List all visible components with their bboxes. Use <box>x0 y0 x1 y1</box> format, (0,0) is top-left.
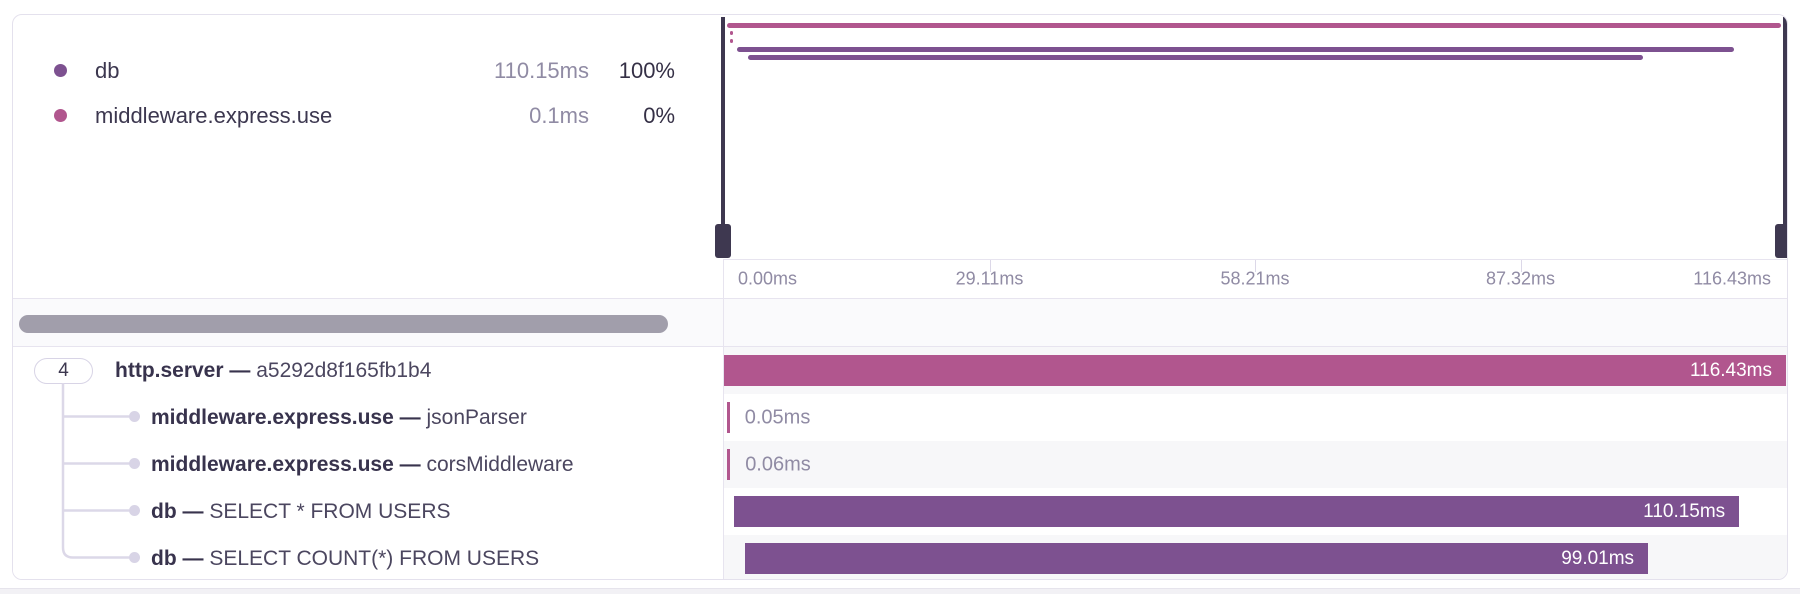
span-detail: a5292d8f165fb1b4 <box>256 358 432 382</box>
span-timeline-cell: 110.15ms <box>723 488 1787 535</box>
next-card-edge <box>0 588 1800 594</box>
axis-tick-label: 0.00ms <box>738 268 798 289</box>
span-row-2[interactable]: middleware.express.use — corsMiddleware 0… <box>13 441 1787 488</box>
column-divider <box>723 299 724 346</box>
span-tree-cell: db — SELECT * FROM USERS <box>13 488 723 535</box>
legend-span-duration: 110.15ms <box>494 57 589 83</box>
span-duration-tick <box>726 402 730 433</box>
brush-left-handle[interactable] <box>715 224 731 258</box>
span-timeline-cell: 99.01ms <box>723 535 1787 579</box>
span-duration-label: 0.05ms <box>744 406 811 428</box>
minimap-span-bar <box>729 31 733 35</box>
span-title: middleware.express.use — jsonParser <box>151 406 527 430</box>
span-row-0[interactable]: 4 http.server — a5292d8f165fb1b4 116.43ms <box>13 347 1787 394</box>
span-row-1[interactable]: middleware.express.use — jsonParser 0.05m… <box>13 394 1787 441</box>
span-detail: jsonParser <box>426 405 527 429</box>
span-duration-label: 0.06ms <box>745 453 811 475</box>
span-timeline-cell: 0.05ms <box>723 394 1787 441</box>
span-duration-label: 99.01ms <box>1561 547 1635 569</box>
axis-tick-label: 29.11ms <box>955 268 1024 289</box>
axis-tick-mark <box>1520 260 1522 272</box>
span-detail: corsMiddleware <box>426 452 574 476</box>
span-title: db — SELECT * FROM USERS <box>151 500 451 524</box>
timeline-minimap[interactable] <box>715 15 1787 259</box>
span-name: db — <box>151 546 210 570</box>
child-count-badge[interactable]: 4 <box>34 357 93 384</box>
span-tree-cell: middleware.express.use — jsonParser <box>13 394 723 441</box>
span-timeline-cell: 0.06ms <box>723 441 1787 488</box>
minimap-span-bar <box>730 39 734 43</box>
brush-left-line[interactable] <box>721 17 725 258</box>
legend-span-percent: 100% <box>618 57 675 83</box>
span-title: http.server — a5292d8f165fb1b4 <box>115 359 431 383</box>
axis-tick-label: 87.32ms <box>1485 268 1556 289</box>
legend-item-db[interactable]: db 110.15ms 100% <box>13 48 723 93</box>
time-axis: 0.00ms 29.11ms 58.21ms 87.32ms 116.43ms <box>723 259 1787 298</box>
axis-tick-label: 58.21ms <box>1220 268 1290 289</box>
axis-tick-mark <box>1255 260 1256 272</box>
span-detail: SELECT * FROM USERS <box>209 499 451 523</box>
span-name: middleware.express.use — <box>151 452 427 476</box>
span-rows: 4 http.server — a5292d8f165fb1b4 116.43ms m… <box>13 346 1787 579</box>
axis-tick-label: 116.43ms <box>1693 268 1771 289</box>
span-duration-label: 116.43ms <box>1689 359 1772 381</box>
legend-color-dot-icon <box>54 109 67 122</box>
span-title: db — SELECT COUNT(*) FROM USERS <box>151 547 539 571</box>
span-tree-cell: 4 http.server — a5292d8f165fb1b4 <box>13 347 723 394</box>
trace-card: db 110.15ms 100% middleware.express.use 0.1m… <box>12 14 1788 580</box>
span-row-4[interactable]: db — SELECT COUNT(*) FROM USERS 99.01ms <box>13 535 1787 579</box>
span-duration-tick <box>727 449 731 480</box>
span-tree-cell: db — SELECT COUNT(*) FROM USERS <box>13 535 723 579</box>
legend-span-name: middleware.express.use <box>95 102 333 128</box>
span-tree-cell: middleware.express.use — corsMiddleware <box>13 441 723 488</box>
brush-right-handle[interactable] <box>1775 224 1787 258</box>
span-title: middleware.express.use — corsMiddleware <box>151 453 574 477</box>
brush-right-line[interactable] <box>1783 17 1787 258</box>
legend-span-duration: 0.1ms <box>529 102 589 128</box>
minimap-span-bar <box>737 47 1735 52</box>
axis-tick-mark <box>989 260 991 272</box>
legend-item-middleware.express.use[interactable]: middleware.express.use 0.1ms 0% <box>13 93 723 138</box>
legend-color-dot-icon <box>54 64 67 77</box>
span-duration-bar: 99.01ms <box>744 543 1649 574</box>
span-name: db — <box>151 499 210 523</box>
span-detail: SELECT COUNT(*) FROM USERS <box>209 546 540 570</box>
scrollbar-thumb[interactable] <box>19 315 668 333</box>
legend-span-percent: 0% <box>643 102 675 128</box>
span-duration-bar: 116.43ms <box>724 355 1786 386</box>
span-name: http.server — <box>115 358 257 382</box>
legend-span-name: db <box>95 57 120 83</box>
horizontal-scrollbar[interactable] <box>13 298 1787 346</box>
minimap-span-bar <box>727 23 1781 28</box>
span-name: middleware.express.use — <box>151 405 427 429</box>
minimap-span-bar <box>747 55 1644 60</box>
span-legend: db 110.15ms 100% middleware.express.use 0.1m… <box>13 15 723 259</box>
span-duration-bar: 110.15ms <box>734 496 1740 527</box>
span-row-3[interactable]: db — SELECT * FROM USERS 110.15ms <box>13 488 1787 535</box>
span-duration-label: 110.15ms <box>1643 500 1726 522</box>
span-timeline-cell: 116.43ms <box>723 347 1787 394</box>
